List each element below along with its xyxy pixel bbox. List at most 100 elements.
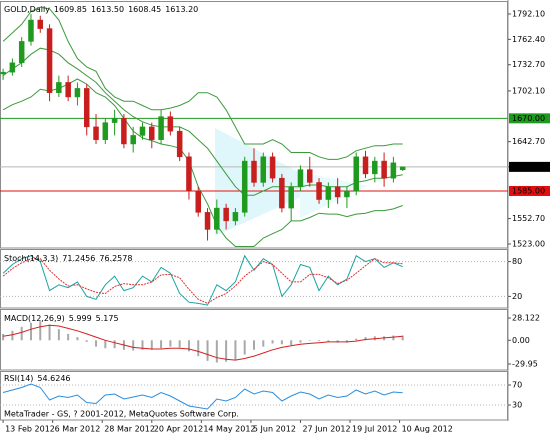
x-tick-label: 14 May 2012	[203, 425, 255, 434]
x-tick-label: 10 Aug 2012	[402, 425, 453, 434]
candle-body	[316, 182, 322, 200]
candle-body	[9, 62, 16, 73]
histogram-bar	[169, 340, 172, 347]
indicator-value: 5.999	[69, 314, 92, 323]
x-tick-label: 19 Jul 2012	[352, 425, 397, 434]
candle-body	[307, 169, 313, 183]
x-tick-label: 5 Jun 2012	[253, 425, 296, 434]
histogram-bar	[364, 337, 367, 341]
indicator-name: RSI(14)	[4, 374, 33, 383]
indicator-value: 1609.85	[54, 5, 87, 14]
indicator-value: 5.175	[96, 314, 119, 323]
histogram-bar	[392, 335, 395, 341]
histogram-bar	[67, 333, 70, 341]
candle-body	[381, 160, 387, 179]
y-tick-label: -29.95	[512, 360, 538, 369]
candle-body	[297, 169, 304, 187]
indicator-value: 76.2578	[99, 254, 132, 263]
candle-body	[18, 41, 25, 64]
x-tick-label: 28 Mar 2012	[104, 425, 155, 434]
level-tag	[509, 185, 550, 196]
panel-title: Stoch(14,3,3) 71.2456 76.2578	[4, 254, 132, 263]
y-tick-label: 1523.00	[512, 239, 545, 248]
candle-body	[223, 207, 229, 222]
candle-body	[353, 156, 359, 192]
candle-body	[241, 160, 248, 213]
bollinger-band	[2, 6, 403, 160]
candle-body	[167, 116, 174, 132]
histogram-bar	[95, 340, 98, 347]
candle-body	[102, 122, 109, 140]
candle-body	[176, 130, 183, 158]
candle-body	[269, 156, 276, 179]
panel-title: MACD(12,26,9) 5.999 5.175	[4, 314, 119, 323]
candle-body	[37, 19, 44, 29]
histogram-bar	[178, 340, 181, 348]
candle-body	[325, 186, 332, 200]
candle-body	[0, 71, 6, 75]
y-tick-label: 0.00	[512, 336, 530, 345]
signal-line	[3, 324, 403, 361]
histogram-bar	[280, 340, 283, 345]
y-tick-label: 1642.70	[512, 137, 545, 146]
candle-body	[251, 160, 257, 183]
indicator-name: GOLD,Daily	[4, 5, 50, 14]
candle-body	[390, 162, 397, 179]
indicator-name: MACD(12,26,9)	[4, 314, 65, 323]
indicator-value: 54.6246	[37, 374, 70, 383]
histogram-bar	[234, 340, 237, 361]
y-tick-label: 1613.20	[512, 162, 545, 171]
candle-body	[149, 126, 155, 140]
indicator-line	[2, 383, 403, 410]
x-tick-label: 20 Apr 2012	[154, 425, 203, 434]
histogram-bar	[141, 340, 144, 350]
level-label: 1670.00	[512, 114, 545, 123]
histogram-bar	[225, 340, 228, 362]
candle-body	[260, 156, 267, 183]
panel-title: RSI(14) 54.6246	[4, 374, 71, 383]
histogram-bar	[57, 329, 60, 341]
level-label: 1585.00	[512, 186, 545, 195]
histogram-bar	[355, 338, 358, 341]
indicator-name: Stoch(14,3,3)	[4, 254, 58, 263]
indicator-value: 1613.20	[165, 5, 198, 14]
y-tick-label: 1762.40	[512, 35, 545, 44]
candle-body	[334, 186, 341, 198]
histogram-bar	[299, 340, 302, 343]
histogram-bar	[20, 326, 23, 341]
candle-body	[399, 166, 406, 170]
panel-title: GOLD,Daily 1609.85 1613.50 1608.45 1613.20	[4, 5, 198, 14]
histogram-bar	[290, 340, 293, 346]
x-tick-label: 13 Feb 2012	[5, 425, 55, 434]
y-tick-label: 1552.70	[512, 214, 545, 223]
candle-body	[46, 28, 53, 93]
candle-body	[83, 88, 90, 128]
indicator-line	[2, 254, 403, 306]
candle-body	[232, 212, 239, 222]
candle-body	[195, 190, 201, 213]
candle-body	[121, 118, 127, 145]
candle-body	[158, 116, 164, 140]
y-tick-label: 1732.70	[512, 60, 545, 69]
candle-body	[288, 186, 294, 209]
indicator-value: 1613.50	[91, 5, 124, 14]
histogram-bar	[85, 340, 88, 342]
candle-body	[344, 190, 350, 198]
histogram-bar	[197, 340, 200, 357]
y-tick-label: 1792.10	[512, 9, 545, 18]
candle-body	[372, 160, 378, 175]
histogram-bar	[48, 324, 51, 341]
candle-body	[56, 82, 62, 93]
histogram-bar	[132, 340, 135, 351]
x-tick-label: 27 Jun 2012	[302, 425, 350, 434]
histogram-bar	[187, 340, 190, 352]
histogram-bar	[104, 340, 107, 349]
histogram-bar	[150, 340, 153, 350]
candle-body	[93, 126, 99, 140]
y-tick-label: 28.122	[512, 313, 540, 322]
candle-body	[362, 156, 369, 175]
histogram-bar	[243, 340, 246, 355]
histogram-bar	[11, 330, 14, 341]
